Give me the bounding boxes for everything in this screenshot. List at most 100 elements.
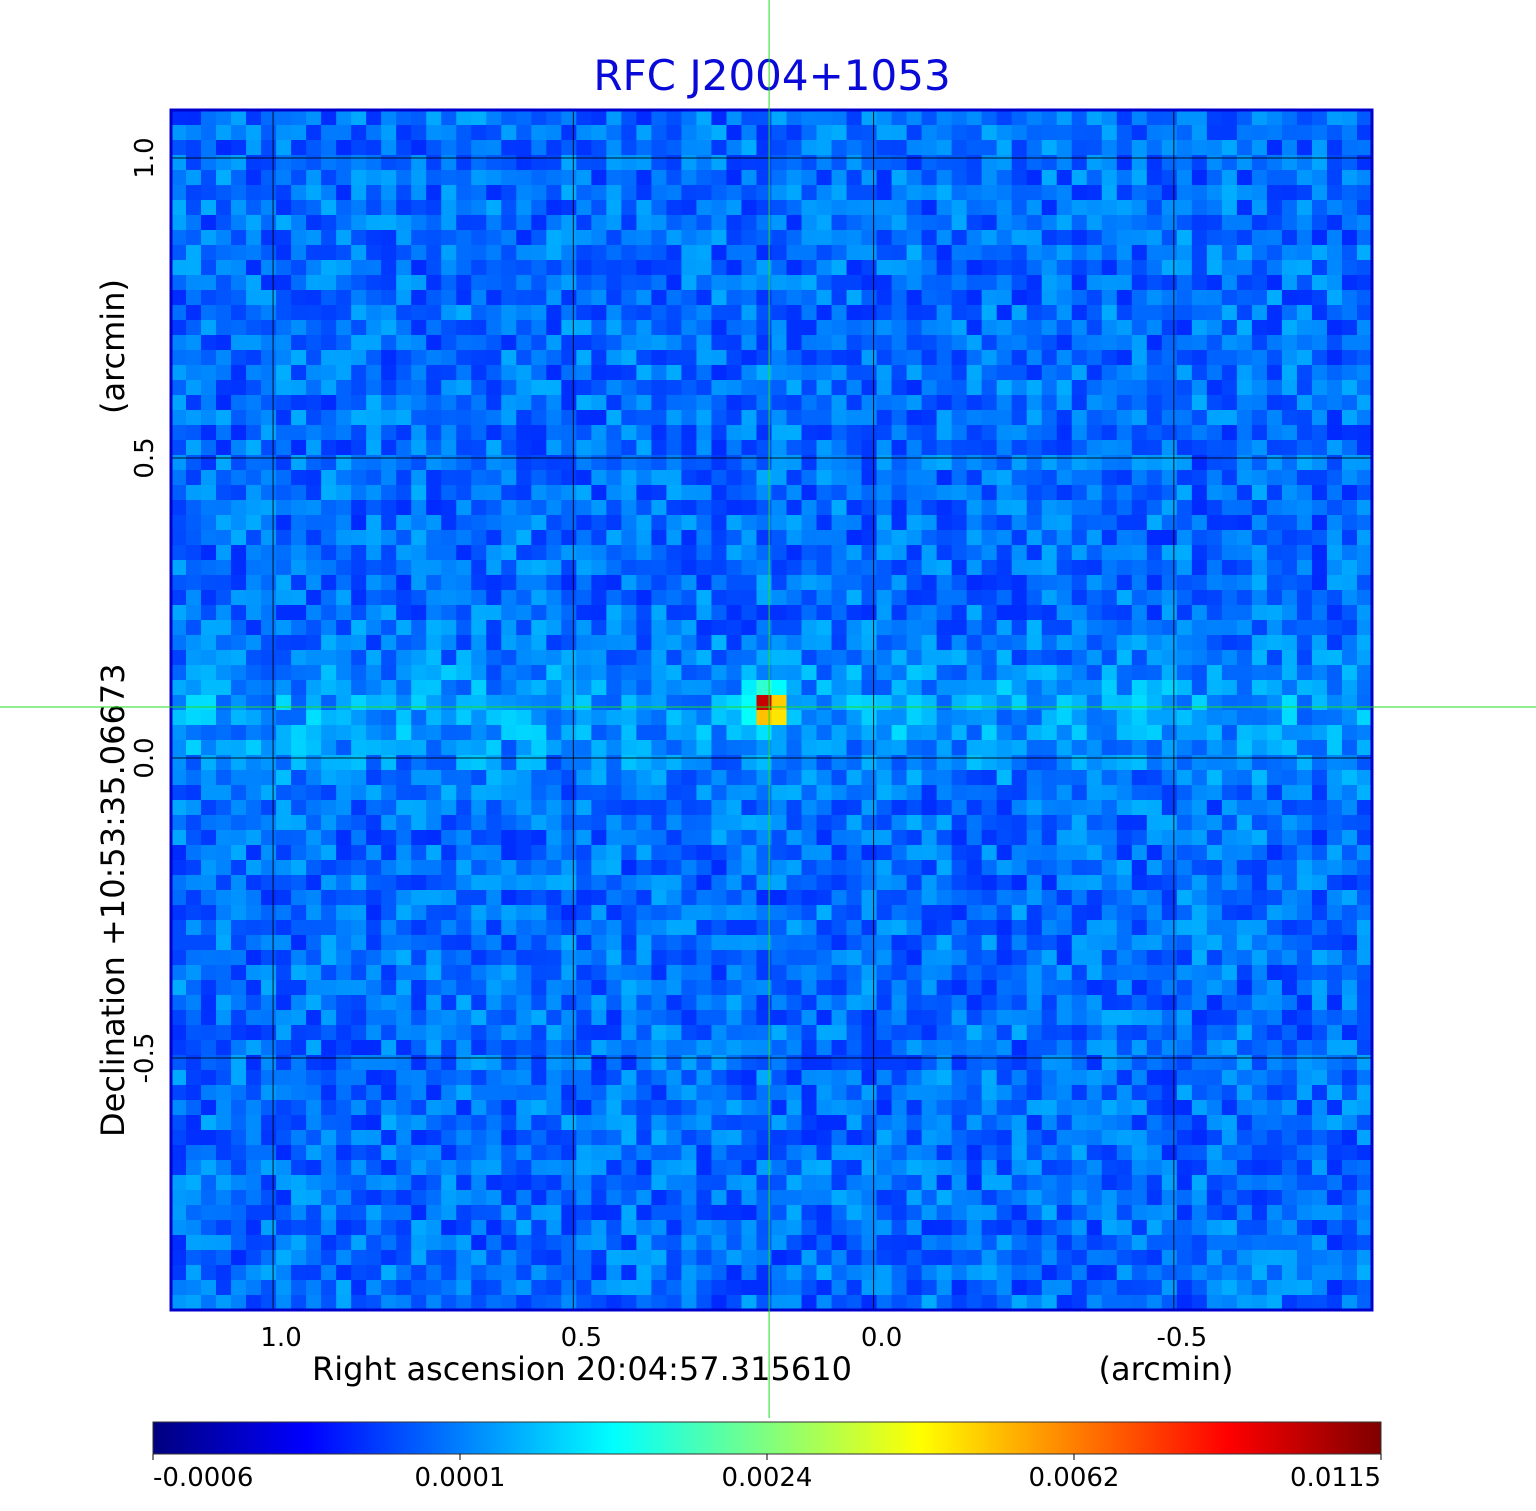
map-pixel: [666, 185, 683, 201]
map-pixel: [531, 455, 547, 471]
map-pixel: [1296, 110, 1313, 126]
map-pixel: [1206, 755, 1223, 771]
map-pixel: [501, 365, 517, 381]
map-pixel: [966, 365, 983, 381]
map-pixel: [1236, 1010, 1253, 1026]
map-pixel: [891, 110, 908, 126]
map-pixel: [651, 290, 668, 306]
map-pixel: [921, 620, 938, 636]
map-pixel: [1086, 140, 1103, 156]
map-pixel: [1281, 425, 1298, 441]
map-pixel: [231, 410, 247, 426]
map-pixel: [1326, 920, 1343, 936]
map-pixel: [741, 815, 758, 831]
map-pixel: [606, 965, 622, 981]
map-pixel: [396, 470, 412, 486]
map-pixel: [216, 395, 232, 411]
map-pixel: [936, 425, 953, 441]
map-pixel: [216, 1025, 232, 1041]
map-pixel: [1311, 770, 1328, 786]
map-pixel: [786, 620, 803, 636]
map-pixel: [1176, 590, 1193, 606]
map-pixel: [1296, 455, 1313, 471]
map-pixel: [591, 620, 607, 636]
map-pixel: [1056, 215, 1073, 231]
map-pixel: [1086, 305, 1103, 321]
map-pixel: [756, 440, 773, 456]
map-pixel: [1011, 290, 1028, 306]
map-pixel: [996, 650, 1013, 666]
map-pixel: [231, 695, 247, 711]
map-pixel: [666, 635, 683, 651]
map-pixel: [351, 245, 367, 261]
map-pixel: [456, 140, 472, 156]
map-pixel: [681, 485, 698, 501]
map-pixel: [1251, 875, 1268, 891]
map-pixel: [1101, 920, 1118, 936]
map-pixel: [771, 920, 788, 936]
map-pixel: [1221, 110, 1238, 126]
map-pixel: [381, 800, 397, 816]
map-pixel: [576, 995, 592, 1011]
map-pixel: [1356, 575, 1372, 591]
map-pixel: [1146, 260, 1163, 276]
map-pixel: [1026, 410, 1043, 426]
map-pixel: [1356, 815, 1372, 831]
map-pixel: [291, 1010, 307, 1026]
map-pixel: [441, 215, 457, 231]
map-pixel: [1131, 365, 1148, 381]
map-pixel: [486, 125, 502, 141]
map-pixel: [846, 545, 863, 561]
map-pixel: [546, 185, 562, 201]
map-pixel: [231, 275, 247, 291]
map-pixel: [1041, 665, 1058, 681]
map-pixel: [441, 980, 457, 996]
map-pixel: [1191, 215, 1208, 231]
map-pixel: [186, 350, 202, 366]
map-pixel: [936, 890, 953, 906]
map-pixel: [561, 320, 577, 336]
map-pixel: [651, 470, 668, 486]
map-pixel: [231, 740, 247, 756]
map-pixel: [1236, 635, 1253, 651]
map-pixel: [1176, 875, 1193, 891]
map-pixel: [201, 215, 217, 231]
map-pixel: [1056, 890, 1073, 906]
map-pixel: [246, 1010, 262, 1026]
map-pixel: [261, 740, 277, 756]
map-pixel: [531, 920, 547, 936]
map-pixel: [1161, 845, 1178, 861]
map-pixel: [546, 350, 562, 366]
map-pixel: [1191, 440, 1208, 456]
map-pixel: [816, 260, 833, 276]
map-pixel: [1056, 485, 1073, 501]
map-pixel: [216, 425, 232, 441]
map-pixel: [921, 965, 938, 981]
map-pixel: [1056, 320, 1073, 336]
map-pixel: [501, 110, 517, 126]
map-pixel: [861, 950, 878, 966]
map-pixel: [1221, 290, 1238, 306]
map-pixel: [321, 380, 337, 396]
map-pixel: [471, 470, 487, 486]
map-pixel: [1281, 245, 1298, 261]
map-pixel: [1326, 905, 1343, 921]
map-pixel: [1341, 500, 1358, 516]
map-pixel: [201, 800, 217, 816]
map-pixel: [876, 605, 893, 621]
map-pixel: [996, 230, 1013, 246]
map-pixel: [846, 755, 863, 771]
map-pixel: [996, 995, 1013, 1011]
map-pixel: [981, 605, 998, 621]
map-pixel: [1011, 980, 1028, 996]
map-pixel: [1026, 680, 1043, 696]
map-pixel: [1326, 440, 1343, 456]
map-pixel: [351, 125, 367, 141]
map-pixel: [786, 140, 803, 156]
map-pixel: [366, 560, 382, 576]
map-pixel: [651, 365, 668, 381]
map-pixel: [1131, 455, 1148, 471]
map-pixel: [651, 650, 668, 666]
map-pixel: [1356, 845, 1372, 861]
map-pixel: [576, 815, 592, 831]
